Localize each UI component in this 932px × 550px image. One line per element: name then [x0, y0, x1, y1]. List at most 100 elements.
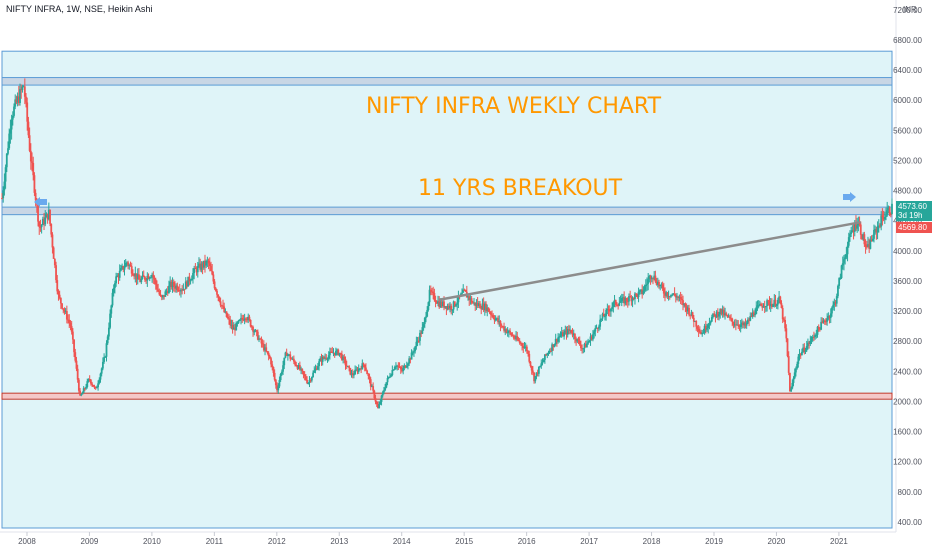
candle-body — [273, 372, 276, 380]
candle-body — [832, 304, 835, 308]
candle-body — [569, 329, 572, 331]
candle-body — [599, 319, 602, 327]
candle-body — [27, 121, 30, 136]
candle-body — [28, 135, 31, 151]
candle-body — [164, 291, 167, 297]
candle-body — [601, 313, 604, 319]
candle-body — [86, 381, 89, 387]
candle-body — [498, 321, 501, 323]
price-tick-label: 2400.00 — [893, 367, 922, 376]
candle-body — [659, 285, 662, 287]
candle-body — [457, 295, 460, 303]
candle-body — [362, 363, 365, 365]
candle-body — [256, 331, 259, 340]
candle-body — [402, 367, 405, 372]
candle-body — [291, 358, 294, 360]
price-tick-label: 6000.00 — [893, 96, 922, 105]
time-tick-label: 2019 — [705, 537, 723, 546]
candle-body — [306, 379, 308, 384]
candle-body — [330, 351, 332, 353]
candle-body — [642, 290, 645, 294]
candle-body — [34, 192, 37, 201]
candle-body — [97, 383, 99, 388]
candle-body — [421, 327, 424, 334]
candle-body — [419, 332, 421, 341]
candle-body — [87, 379, 90, 382]
candle-body — [537, 366, 540, 374]
candle-body — [198, 263, 200, 267]
candle-body — [745, 322, 748, 326]
candle-body — [590, 336, 593, 340]
candle-body — [427, 302, 430, 310]
candle-body — [701, 332, 704, 335]
candle-body — [20, 89, 23, 91]
candle-body — [225, 311, 228, 317]
candle-body — [474, 302, 477, 306]
candle-body — [679, 297, 682, 299]
candle-body — [710, 317, 713, 322]
candle-body — [738, 325, 741, 327]
candle-body — [220, 305, 223, 307]
candle-body — [611, 306, 614, 309]
candle-body — [616, 304, 618, 306]
candle-body — [249, 319, 252, 327]
candle-body — [112, 288, 115, 293]
candle-body — [709, 321, 712, 324]
candle-body — [704, 325, 707, 330]
candle-body — [643, 286, 646, 291]
candle-body — [300, 368, 302, 370]
candle-body — [136, 274, 139, 280]
candle-body — [813, 336, 815, 338]
candle-body — [468, 296, 471, 301]
candle-body — [274, 379, 277, 386]
candle-body — [509, 330, 511, 333]
candle-body — [230, 324, 233, 326]
candle-body — [174, 286, 176, 289]
candle-body — [375, 401, 378, 405]
candle-body — [864, 244, 867, 247]
candle-body — [111, 292, 114, 306]
candle-body — [49, 209, 51, 224]
candle-body — [348, 366, 351, 368]
candle-body — [736, 324, 738, 326]
candle-body — [721, 309, 724, 314]
candle-body — [341, 353, 343, 360]
candle-body — [680, 298, 683, 301]
candle-body — [716, 311, 719, 317]
candle-body — [69, 322, 72, 327]
candle-body — [779, 296, 782, 304]
candle-body — [9, 129, 12, 134]
candle-body — [292, 358, 295, 362]
candle-body — [17, 96, 20, 103]
candle-body — [796, 363, 799, 369]
candle-body — [648, 276, 651, 280]
candle-body — [123, 267, 126, 270]
candle-body — [760, 303, 762, 306]
candle-body — [783, 319, 785, 321]
candle-body — [667, 296, 670, 298]
candle-body — [485, 303, 487, 311]
candle-body — [811, 336, 814, 338]
last-price-value: 4573.60 — [898, 202, 927, 211]
candle-body — [880, 215, 883, 227]
candle-body — [387, 376, 390, 379]
candle-body — [803, 347, 806, 352]
candle-body — [439, 301, 442, 308]
candle-body — [483, 303, 486, 311]
candle-body — [533, 372, 535, 382]
candle-body — [764, 306, 767, 308]
candle-body — [11, 115, 14, 120]
candle-body — [295, 364, 298, 367]
candle-body — [802, 347, 805, 352]
candle-body — [23, 86, 26, 97]
candle-body — [53, 258, 56, 266]
candle-body — [307, 382, 310, 384]
candle-body — [501, 326, 504, 328]
candle-body — [655, 281, 658, 285]
candle-body — [582, 348, 585, 350]
candle-body — [559, 335, 562, 337]
chart-annotation-title: NIFTY INFRA WEKLY CHART — [366, 94, 662, 119]
candle-body — [690, 312, 693, 315]
candle-body — [408, 358, 411, 364]
